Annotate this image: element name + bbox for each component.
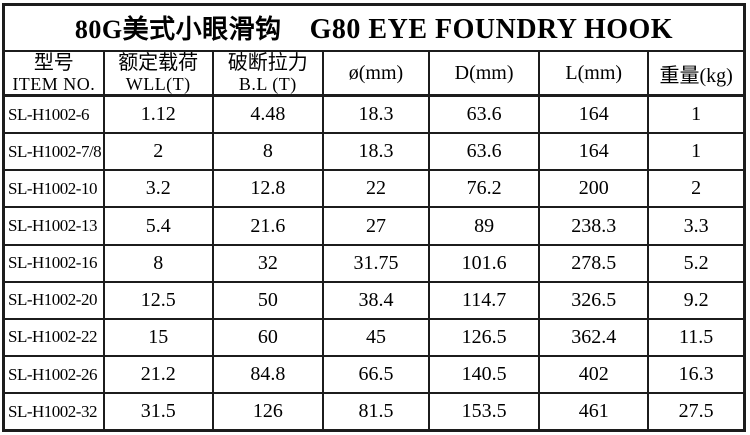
spec-table: 80G美式小眼滑钩 G80 EYE FOUNDRY HOOK 型号 ITEM NO… (2, 3, 746, 432)
cell-wll: 1.12 (102, 94, 214, 135)
cell-wll: 21.2 (102, 355, 214, 395)
cell-diameter: 18.3 (321, 94, 431, 135)
cell-l: 461 (538, 392, 650, 432)
cell-item-no: SL-H1002-7/8 (2, 132, 105, 172)
table-row: SL-H1002-13 5.4 21.6 27 89 238.3 3.3 (2, 206, 746, 246)
cell-diameter: 27 (321, 206, 431, 246)
cell-wll: 31.5 (102, 392, 214, 432)
cell-weight: 1 (647, 132, 746, 172)
cell-l: 164 (538, 132, 650, 172)
cell-l: 402 (538, 355, 650, 395)
cell-bl: 12.8 (211, 169, 324, 209)
col-header-d: D(mm) (428, 49, 541, 98)
cell-diameter: 22 (321, 169, 431, 209)
cell-bl: 84.8 (211, 355, 324, 395)
col-header-weight: 重量(kg) (647, 49, 746, 98)
col-header-bl-cn: 破断拉力 (227, 51, 308, 74)
cell-weight: 3.3 (647, 206, 746, 246)
col-header-bl: 破断拉力 B.L (T) (211, 49, 324, 98)
cell-wll: 8 (102, 243, 214, 283)
cell-diameter: 31.75 (321, 243, 431, 283)
cell-item-no: SL-H1002-26 (2, 355, 105, 395)
col-header-item-no-cn: 型号 (33, 51, 74, 74)
cell-item-no: SL-H1002-22 (2, 317, 105, 358)
page-title: 80G美式小眼滑钩 G80 EYE FOUNDRY HOOK (2, 3, 746, 52)
cell-weight: 1 (647, 94, 746, 135)
col-header-diameter: ø(mm) (321, 49, 431, 98)
cell-bl: 60 (211, 317, 324, 358)
cell-wll: 5.4 (102, 206, 214, 246)
title-chinese: 80G美式小眼滑钩 (74, 15, 282, 45)
cell-item-no: SL-H1002-32 (2, 392, 105, 432)
cell-weight: 16.3 (647, 355, 746, 395)
cell-item-no: SL-H1002-10 (2, 169, 105, 209)
cell-diameter: 38.4 (321, 280, 431, 320)
cell-d: 140.5 (428, 355, 541, 395)
table-row: SL-H1002-32 31.5 126 81.5 153.5 461 27.5 (2, 392, 746, 432)
cell-wll: 15 (102, 317, 214, 358)
cell-l: 326.5 (538, 280, 650, 320)
col-header-item-no-en: ITEM NO. (12, 74, 96, 95)
cell-item-no: SL-H1002-16 (2, 243, 105, 283)
cell-l: 164 (538, 94, 650, 135)
cell-bl: 32 (211, 243, 324, 283)
table-row: SL-H1002-26 21.2 84.8 66.5 140.5 402 16.… (2, 355, 746, 395)
cell-diameter: 66.5 (321, 355, 431, 395)
cell-item-no: SL-H1002-20 (2, 280, 105, 320)
table-row: SL-H1002-7/8 2 8 18.3 63.6 164 1 (2, 132, 746, 172)
table-header-row: 型号 ITEM NO. 额定载荷 WLL(T) 破断拉力 B.L (T) ø(m… (2, 49, 746, 98)
col-header-l: L(mm) (538, 49, 650, 98)
cell-d: 153.5 (428, 392, 541, 432)
cell-d: 89 (428, 206, 541, 246)
cell-item-no: SL-H1002-13 (2, 206, 105, 246)
col-header-wll-en: WLL(T) (125, 74, 191, 95)
col-header-weight-label: 重量(kg) (659, 64, 733, 87)
col-header-diameter-label: ø(mm) (348, 61, 404, 84)
cell-diameter: 45 (321, 317, 431, 358)
cell-l: 200 (538, 169, 650, 209)
col-header-wll-cn: 额定载荷 (118, 51, 199, 74)
table-row: SL-H1002-10 3.2 12.8 22 76.2 200 2 (2, 169, 746, 209)
table-row: SL-H1002-22 15 60 45 126.5 362.4 11.5 (2, 317, 746, 358)
cell-weight: 2 (647, 169, 746, 209)
cell-d: 63.6 (428, 132, 541, 172)
cell-l: 238.3 (538, 206, 650, 246)
cell-bl: 8 (211, 132, 324, 172)
cell-wll: 12.5 (102, 280, 214, 320)
col-header-l-label: L(mm) (565, 61, 623, 84)
col-header-d-label: D(mm) (454, 61, 514, 84)
title-english: G80 EYE FOUNDRY HOOK (309, 14, 674, 46)
cell-weight: 5.2 (647, 243, 746, 283)
cell-l: 278.5 (538, 243, 650, 283)
table-row: SL-H1002-16 8 32 31.75 101.6 278.5 5.2 (2, 243, 746, 283)
cell-weight: 27.5 (647, 392, 746, 432)
cell-d: 114.7 (428, 280, 541, 320)
cell-d: 63.6 (428, 94, 541, 135)
cell-wll: 3.2 (102, 169, 214, 209)
cell-weight: 11.5 (647, 317, 746, 358)
cell-l: 362.4 (538, 317, 650, 358)
col-header-wll: 额定载荷 WLL(T) (102, 49, 214, 98)
col-header-item-no: 型号 ITEM NO. (2, 49, 105, 98)
cell-bl: 4.48 (211, 94, 324, 135)
cell-item-no: SL-H1002-6 (2, 94, 105, 135)
cell-diameter: 18.3 (321, 132, 431, 172)
cell-d: 126.5 (428, 317, 541, 358)
cell-d: 76.2 (428, 169, 541, 209)
title-row: 80G美式小眼滑钩 G80 EYE FOUNDRY HOOK (2, 3, 746, 52)
cell-bl: 50 (211, 280, 324, 320)
table-row: SL-H1002-6 1.12 4.48 18.3 63.6 164 1 (2, 94, 746, 135)
col-header-bl-en: B.L (T) (238, 74, 297, 95)
table-row: SL-H1002-20 12.5 50 38.4 114.7 326.5 9.2 (2, 280, 746, 320)
cell-weight: 9.2 (647, 280, 746, 320)
cell-diameter: 81.5 (321, 392, 431, 432)
cell-wll: 2 (102, 132, 214, 172)
cell-bl: 21.6 (211, 206, 324, 246)
cell-d: 101.6 (428, 243, 541, 283)
cell-bl: 126 (211, 392, 324, 432)
